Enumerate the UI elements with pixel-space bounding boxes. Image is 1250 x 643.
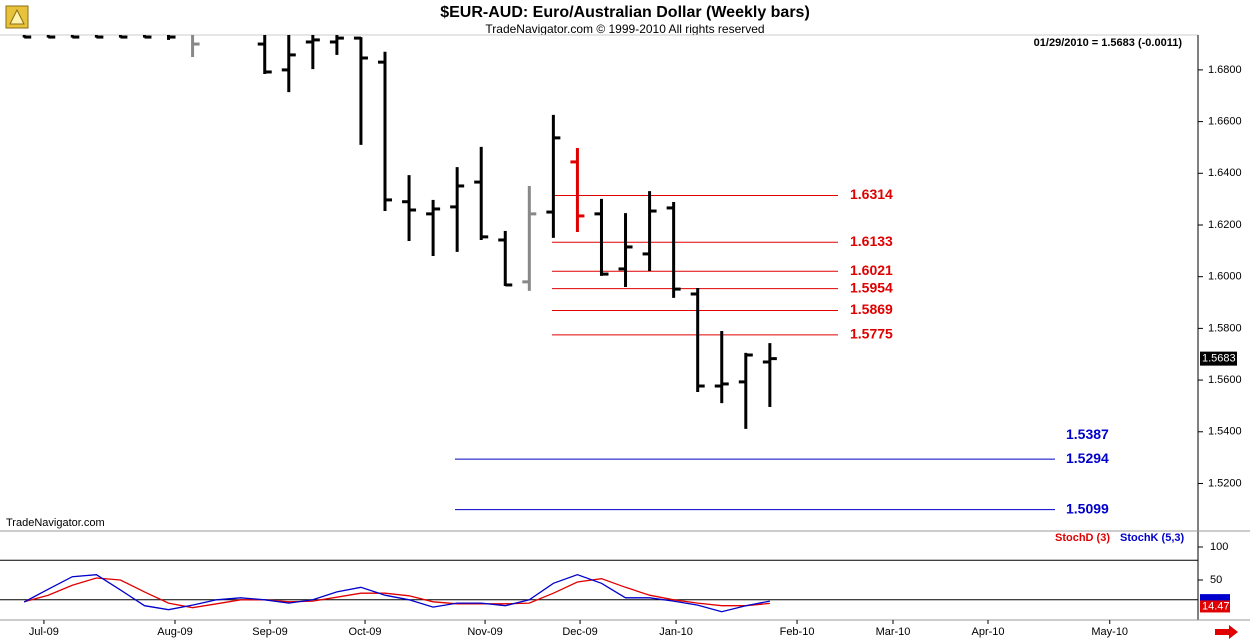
logo	[5, 5, 29, 29]
x-tick-label: Dec-09	[562, 626, 597, 638]
chart-title: $EUR-AUD: Euro/Australian Dollar (Weekly…	[440, 4, 810, 21]
last-price-box	[1200, 351, 1237, 366]
level-label: 1.6314	[850, 186, 893, 202]
axes: 1.5200 1.5400 1.5600 1.5800 1.6000 1.6200 1.64…	[29, 64, 1242, 638]
x-tick-label: Mar-10	[876, 626, 911, 638]
x-tick-label: Jan-10	[659, 626, 693, 638]
watermark: TradeNavigator.com	[6, 517, 105, 529]
level-label: 1.5387	[1066, 426, 1109, 442]
level-label: 1.5775	[850, 326, 893, 342]
x-tick-label: Feb-10	[780, 626, 815, 638]
y-tick-label: 1.5800	[1208, 322, 1242, 334]
level-label: 1.5099	[1066, 500, 1109, 516]
y-tick-label: 50	[1210, 574, 1222, 586]
y-tick-label: 1.6600	[1208, 115, 1242, 127]
price-annotation: 01/29/2010 = 1.5683 (-0.0011)	[1034, 37, 1183, 49]
y-tick-label: 100	[1210, 541, 1228, 553]
legend-label: StochK (5,3)	[1120, 532, 1185, 544]
y-tick-label: 1.6200	[1208, 219, 1242, 231]
last-d-box	[1200, 600, 1230, 613]
x-tick-label: Aug-09	[157, 626, 192, 638]
level-label: 1.5954	[850, 279, 893, 295]
x-tick-label: May-10	[1091, 626, 1128, 638]
last-d-label: 14.47	[1202, 600, 1230, 612]
y-tick-label: 1.5400	[1208, 426, 1242, 438]
chart-subtitle: TradeNavigator.com © 1999-2010 All right…	[485, 22, 764, 36]
level-label: 1.6133	[850, 233, 893, 249]
y-tick-label: 1.6400	[1208, 167, 1242, 179]
y-tick-label: 1.6800	[1208, 64, 1242, 76]
y-tick-label: 1.5600	[1208, 374, 1242, 386]
scroll-arrow[interactable]	[1215, 625, 1238, 639]
last-price-label: 1.5683	[1202, 353, 1236, 365]
level-label: 1.5294	[1066, 450, 1109, 466]
y-tick-label: 1.6000	[1208, 271, 1242, 283]
level-label: 1.6021	[850, 262, 893, 278]
stoch-panel	[0, 559, 1198, 613]
x-tick-label: Oct-09	[349, 626, 382, 638]
stoch-line	[24, 577, 770, 609]
legend-label: StochD (3)	[1055, 532, 1110, 544]
stoch-line	[23, 574, 771, 613]
level-label: 1.5869	[850, 301, 893, 317]
x-tick-label: Apr-10	[971, 626, 1004, 638]
x-tick-label: Jul-09	[29, 626, 59, 638]
x-tick-label: Nov-09	[467, 626, 502, 638]
y-tick-label: 1.5200	[1208, 477, 1242, 489]
x-tick-label: Sep-09	[252, 626, 287, 638]
price-panel	[22, 35, 1055, 511]
